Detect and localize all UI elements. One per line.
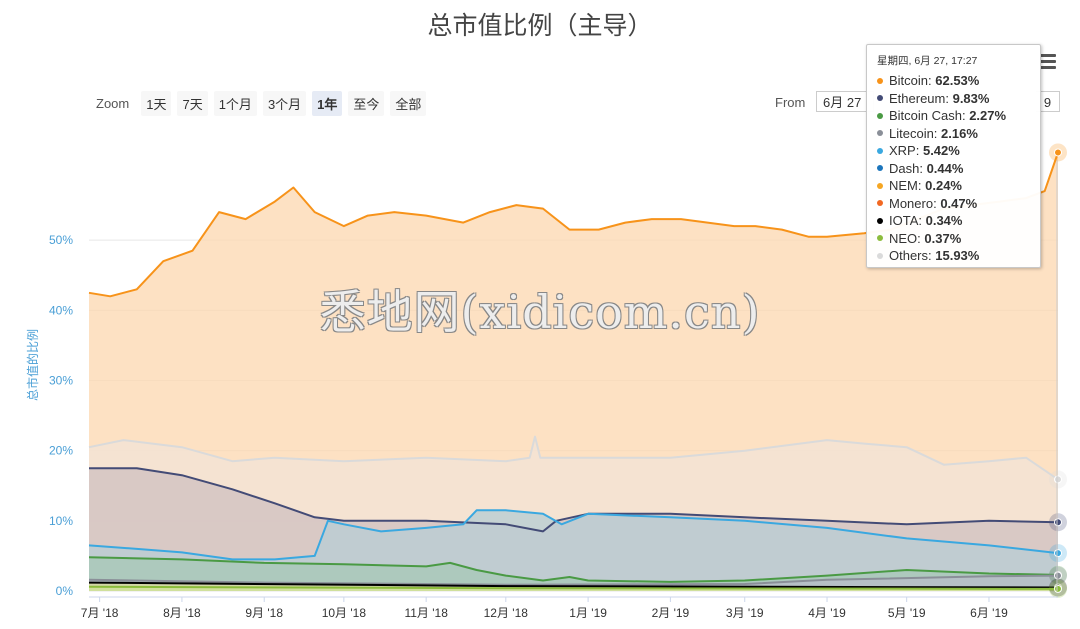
- zoom-toolbar: Zoom 1天 7天 1个月 3个月 1年 至今 全部: [96, 91, 427, 116]
- x-tick-label: 3月 '19: [726, 606, 764, 620]
- zoom-ytd-button[interactable]: 至今: [348, 91, 385, 116]
- legend-dot-icon: [877, 165, 883, 172]
- from-date-input[interactable]: 6月 27: [816, 91, 874, 112]
- tooltip-row: Bitcoin: 62.53%: [877, 72, 1030, 90]
- tooltip-series-name: NEM:: [889, 178, 926, 193]
- tooltip-row: XRP: 5.42%: [877, 142, 1030, 160]
- tooltip-series-value: 0.47%: [940, 195, 978, 211]
- legend-dot-icon: [877, 200, 883, 207]
- y-tick-label: 50%: [49, 233, 73, 247]
- tooltip-series-value: 0.34%: [925, 213, 963, 228]
- tooltip-series-value: 0.44%: [926, 160, 964, 176]
- y-tick-label: 10%: [49, 514, 73, 528]
- y-tick-label: 20%: [49, 444, 73, 458]
- legend-dot-icon: [877, 147, 883, 154]
- tooltip-row: Bitcoin Cash: 2.27%: [877, 107, 1030, 125]
- x-tick-label: 2月 '19: [652, 606, 690, 620]
- y-axis-label: 总市值的比例: [25, 329, 40, 401]
- tooltip-series-value: 62.53%: [935, 73, 980, 88]
- legend-dot-icon: [877, 130, 883, 137]
- x-tick-label: 5月 '19: [888, 606, 926, 620]
- tooltip-series-value: 2.27%: [969, 108, 1007, 123]
- y-tick-label: 40%: [49, 303, 73, 317]
- tooltip-series-name: NEO:: [889, 230, 925, 246]
- hover-point: [1054, 549, 1062, 558]
- zoom-3m-button[interactable]: 3个月: [262, 91, 307, 116]
- legend-dot-icon: [877, 95, 883, 102]
- x-tick-label: 9月 '18: [245, 606, 283, 620]
- tooltip-row: Dash: 0.44%: [877, 160, 1030, 178]
- hover-point: [1054, 475, 1062, 484]
- tooltip-series-value: 9.83%: [952, 90, 990, 106]
- zoom-1m-button[interactable]: 1个月: [213, 91, 257, 116]
- hover-point: [1054, 518, 1062, 527]
- legend-dot-icon: [877, 252, 883, 259]
- x-tick-label: 7月 '18: [81, 606, 119, 620]
- tooltip-series-name: Ethereum:: [889, 90, 953, 106]
- tooltip-series-name: XRP:: [889, 143, 923, 158]
- line-neo: [88, 585, 1059, 590]
- line-ethereum: [89, 467, 1059, 533]
- y-tick-label: 0%: [56, 584, 74, 598]
- chart-title: 总市值比例（主导）: [427, 12, 653, 40]
- hover-point: [1054, 584, 1062, 593]
- line-bitcoin-cash: [88, 556, 1059, 583]
- line-iota: [88, 581, 1059, 589]
- x-tick-label: 10月 '18: [322, 606, 367, 620]
- tooltip-series-name: Monero:: [889, 195, 941, 211]
- tooltip-row: Monero: 0.47%: [877, 195, 1030, 213]
- tooltip-series-name: Dash:: [889, 160, 927, 176]
- zoom-1d-button[interactable]: 1天: [141, 91, 172, 116]
- tooltip-header: 星期四, 6月 27, 17:27: [877, 55, 978, 67]
- from-label: From: [775, 95, 806, 110]
- x-tick-label: 12月 '18: [484, 606, 529, 620]
- x-tick-label: 8月 '18: [163, 606, 201, 620]
- line-litecoin: [88, 574, 1059, 586]
- x-tick-label: 11月 '18: [404, 606, 448, 620]
- zoom-1y-button[interactable]: 1年: [312, 91, 343, 116]
- tooltip-row: NEM: 0.24%: [877, 177, 1030, 195]
- tooltip-series-name: IOTA:: [889, 213, 926, 228]
- hover-point: [1054, 571, 1062, 580]
- tooltip-series-name: Litecoin:: [889, 125, 942, 141]
- line-xrp: [88, 509, 1059, 561]
- tooltip-series-value: 5.42%: [922, 143, 960, 158]
- tooltip-series-name: Bitcoin:: [889, 73, 936, 88]
- legend-dot-icon: [877, 235, 883, 242]
- legend-dot-icon: [877, 112, 883, 119]
- line-others: [88, 435, 1059, 481]
- tooltip-series-value: 0.24%: [925, 178, 962, 193]
- tooltip-series-value: 15.93%: [935, 248, 980, 263]
- tooltip-row: Ethereum: 9.83%: [877, 90, 1030, 108]
- legend-dot-icon: [877, 217, 883, 224]
- tooltip-series-value: 0.37%: [924, 230, 962, 246]
- zoom-label: Zoom: [96, 96, 130, 111]
- x-tick-label: 4月 '19: [808, 606, 846, 620]
- tooltip-series-value: 2.16%: [941, 125, 978, 141]
- tooltip-series-name: Bitcoin Cash:: [889, 108, 970, 123]
- x-tick-label: 6月 '19: [970, 606, 1008, 620]
- hamburger-menu-icon[interactable]: [1040, 54, 1056, 70]
- zoom-7d-button[interactable]: 7天: [177, 91, 208, 116]
- y-tick-label: 30%: [49, 374, 73, 388]
- x-tick-label: 1月 '19: [569, 606, 607, 620]
- tooltip-row: Litecoin: 2.16%: [877, 125, 1030, 143]
- tooltip-series-name: Others:: [889, 248, 936, 263]
- zoom-all-button[interactable]: 全部: [390, 91, 427, 116]
- tooltip-row: Others: 15.93%: [877, 247, 1030, 265]
- tooltip-row: NEO: 0.37%: [877, 230, 1030, 248]
- legend-dot-icon: [877, 77, 883, 84]
- hover-point: [1054, 148, 1062, 157]
- tooltip-row: IOTA: 0.34%: [877, 212, 1030, 230]
- tooltip: 星期四, 6月 27, 17:27 Bitcoin: 62.53% Ethereu…: [866, 44, 1041, 268]
- legend-dot-icon: [877, 182, 883, 189]
- to-date-input[interactable]: 9: [1036, 91, 1060, 112]
